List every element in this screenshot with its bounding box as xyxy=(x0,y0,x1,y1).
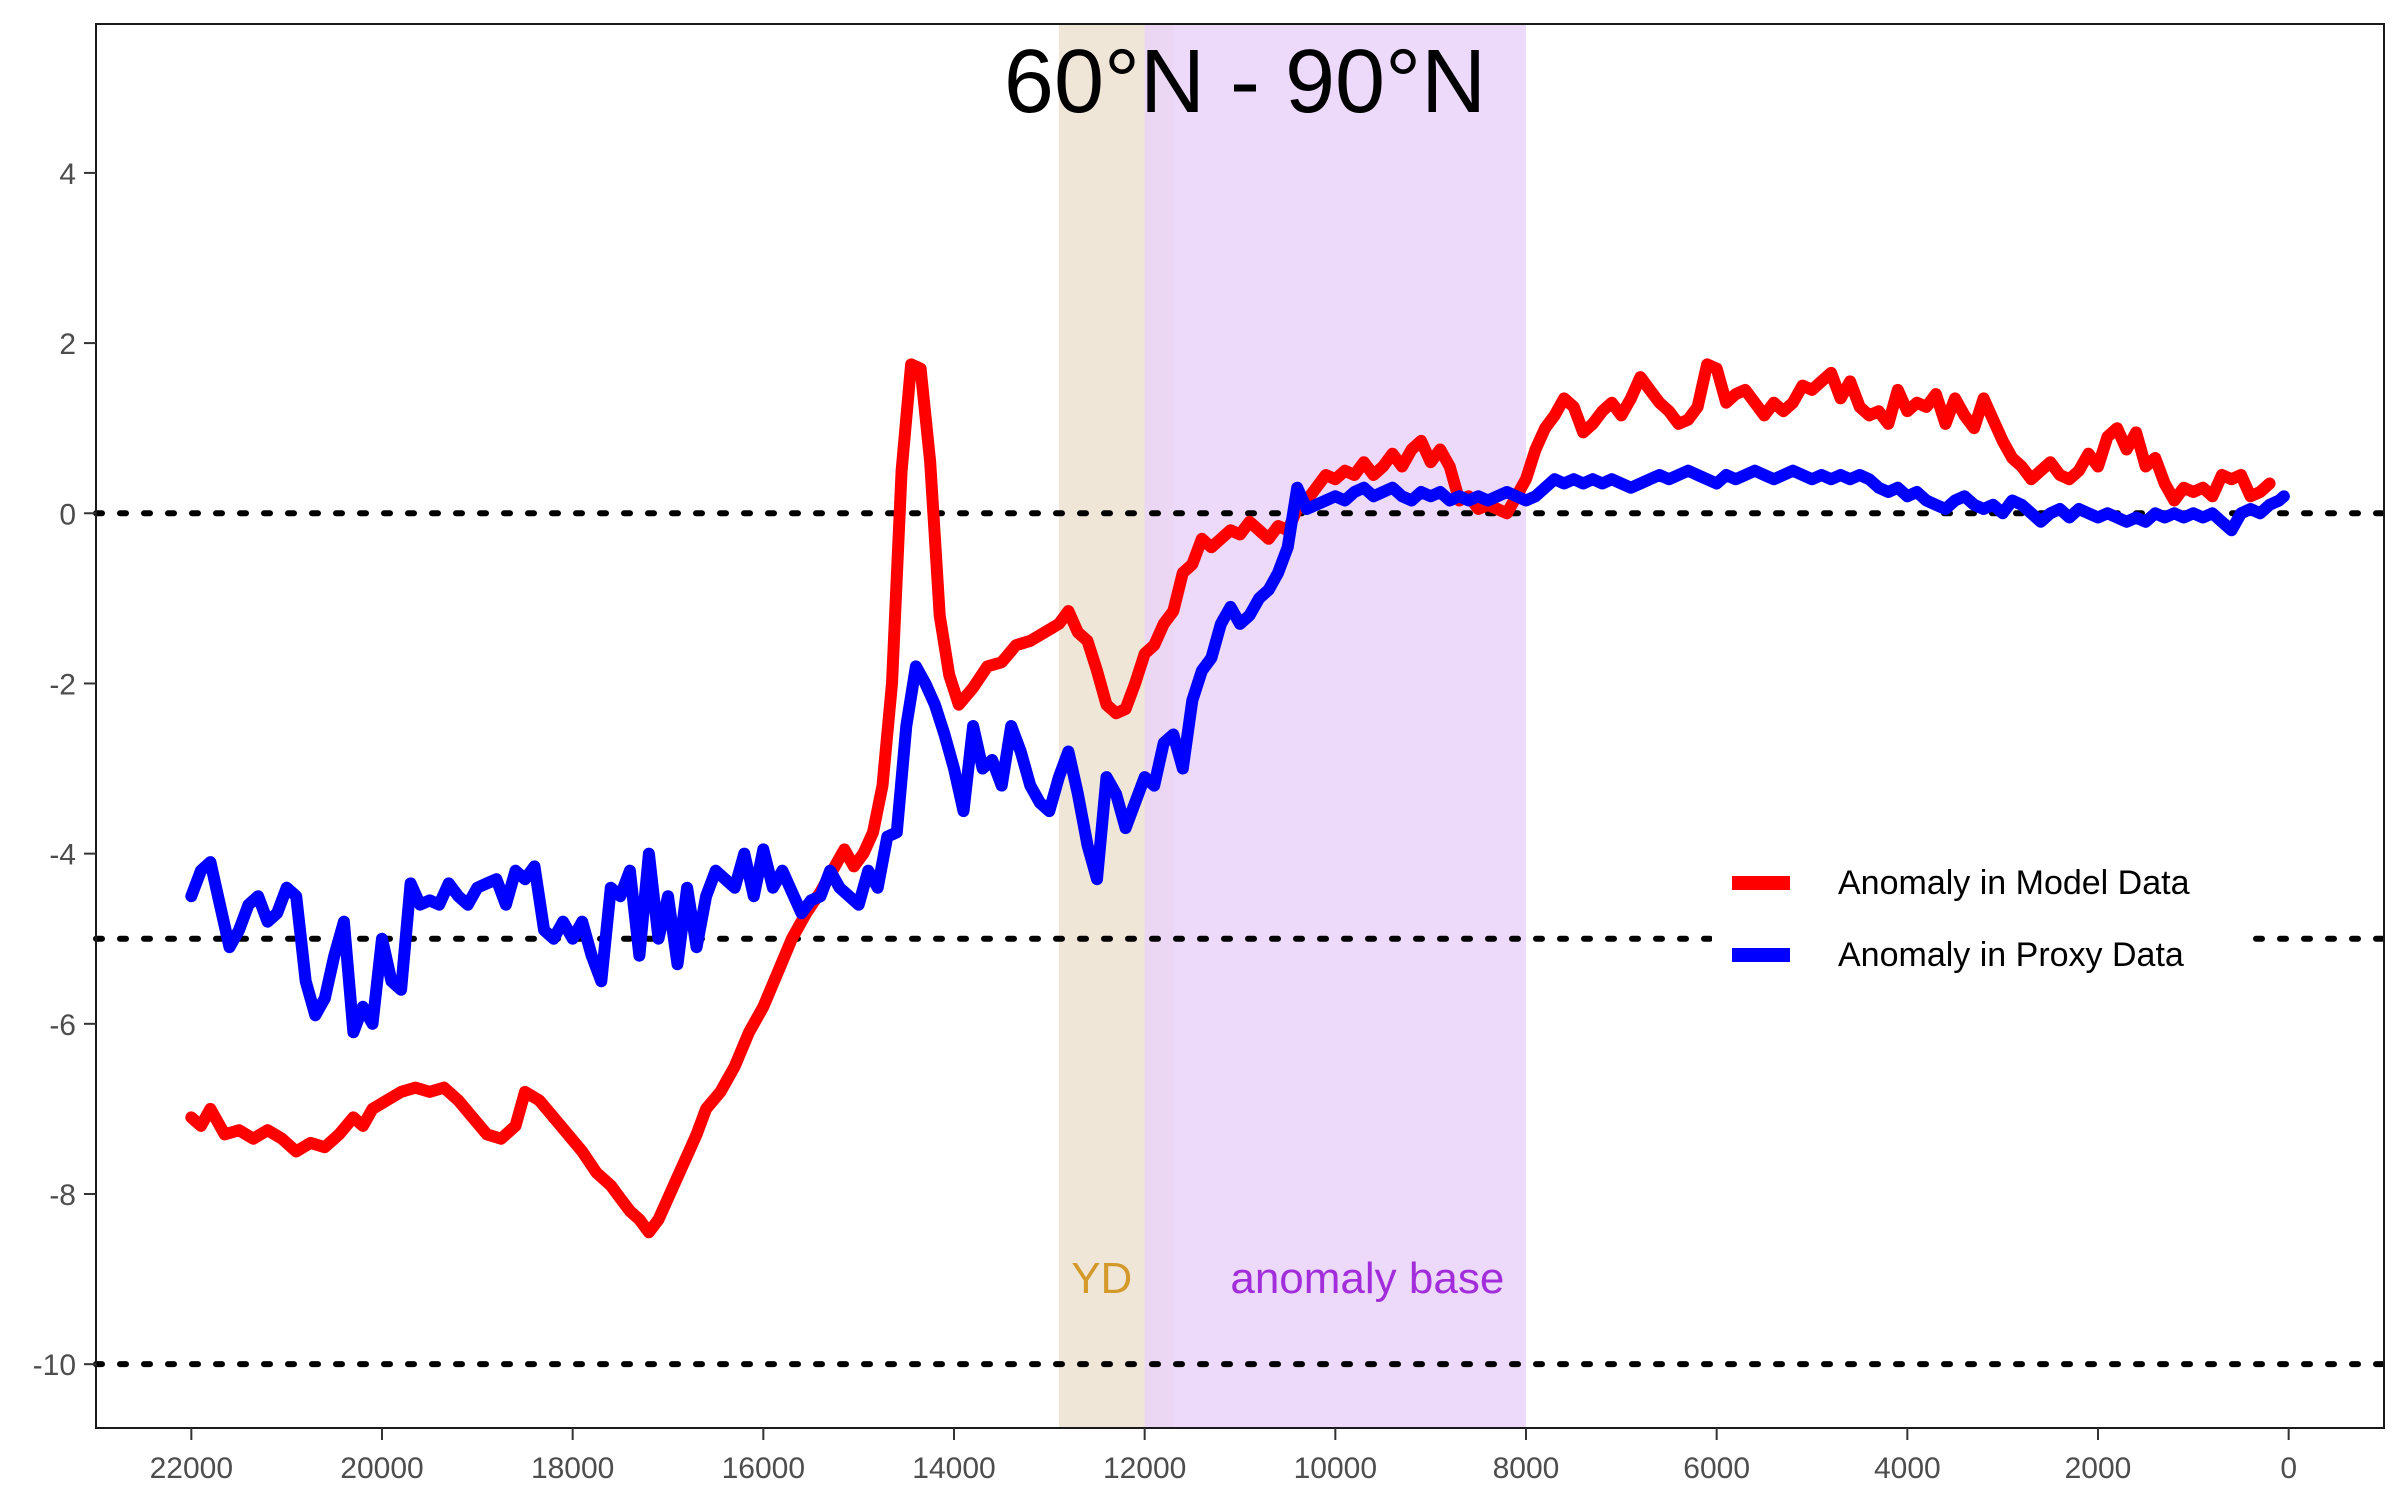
y-tick-label: 4 xyxy=(59,158,76,191)
chart-title: 60°N - 90°N xyxy=(1004,32,1486,132)
x-tick-label: 0 xyxy=(2280,1452,2297,1485)
x-tick-label: 14000 xyxy=(912,1452,995,1485)
y-tick-label: -4 xyxy=(49,839,76,872)
band-labels: YD anomaly base xyxy=(1071,1254,1504,1303)
band-label-anomaly-base: anomaly base xyxy=(1230,1254,1504,1303)
x-tick-label: 18000 xyxy=(531,1452,614,1485)
y-tick-label: -8 xyxy=(49,1179,76,1212)
shaded-bands xyxy=(1058,24,1526,1428)
band-label-YD: YD xyxy=(1071,1254,1132,1303)
series-line-proxy xyxy=(185,464,2290,1039)
legend-background xyxy=(1712,838,2252,1000)
x-tick-label: 22000 xyxy=(150,1452,233,1485)
series-line-model xyxy=(185,358,2276,1239)
x-tick-label: 12000 xyxy=(1103,1452,1186,1485)
reference-lines xyxy=(93,510,2387,1368)
legend[interactable]: Anomaly in Model Data Anomaly in Proxy Da… xyxy=(1712,838,2252,1000)
legend-label-model[interactable]: Anomaly in Model Data xyxy=(1838,864,2190,902)
y-tick-label: 0 xyxy=(59,498,76,531)
panel-border xyxy=(95,23,2385,1429)
y-tick-label: -2 xyxy=(49,668,76,701)
x-tick-label: 4000 xyxy=(1874,1452,1941,1485)
x-tick-label: 20000 xyxy=(340,1452,423,1485)
x-tick-label: 2000 xyxy=(2065,1452,2132,1485)
band-anomaly-base xyxy=(1144,24,1526,1428)
y-tick-label: -10 xyxy=(33,1349,76,1382)
y-tick-label: -6 xyxy=(49,1009,76,1042)
x-tick-label: 6000 xyxy=(1683,1452,1750,1485)
axes: 22000 20000 18000 16000 14000 12000 10000 8000 6… xyxy=(33,158,2297,1485)
x-tick-label: 16000 xyxy=(722,1452,805,1485)
data-series xyxy=(185,358,2290,1239)
y-tick-label: 2 xyxy=(59,328,76,361)
legend-label-proxy[interactable]: Anomaly in Proxy Data xyxy=(1838,936,2184,974)
x-tick-label: 10000 xyxy=(1294,1452,1377,1485)
x-tick-label: 8000 xyxy=(1493,1452,1560,1485)
